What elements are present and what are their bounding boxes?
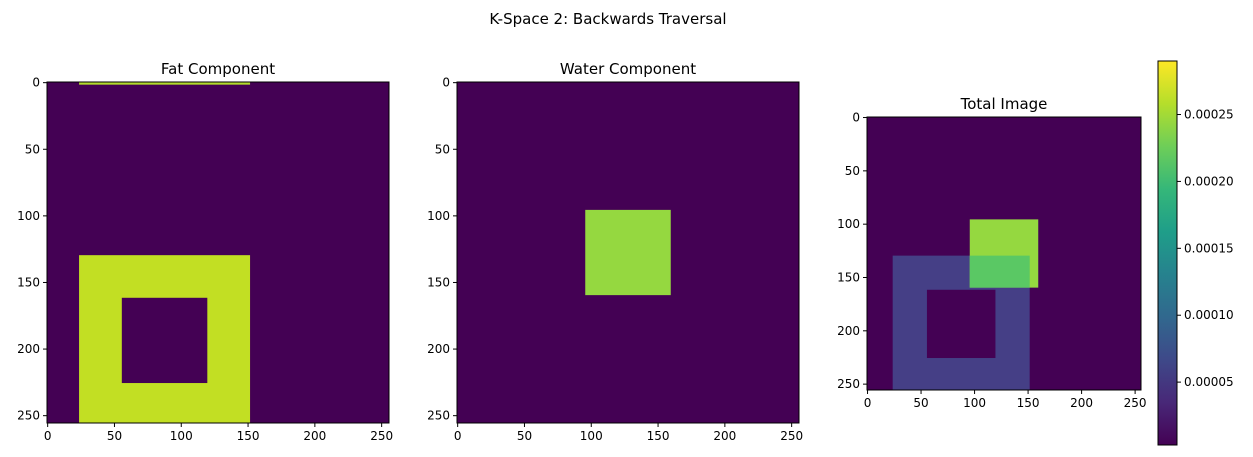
water-ytick-label: 150 (427, 275, 450, 289)
fat-xtick-label: 150 (237, 429, 260, 443)
colorbar-tick-label: 0.00010 (1184, 308, 1234, 322)
water-ytick-label: 100 (427, 209, 450, 223)
fat-ytick-label: 100 (17, 209, 40, 223)
fat-xtick-label: 200 (303, 429, 326, 443)
colorbar-ticks: 0.00005 0.00010 0.00015 0.00020 0.00025 (1177, 108, 1234, 389)
colorbar-gradient (1157, 60, 1178, 446)
fat-heatmap-region-0 (79, 82, 251, 85)
total-heatmap-region-1 (926, 289, 996, 359)
total-ytick-label: 200 (837, 324, 860, 338)
total-xtick-label: 0 (864, 396, 872, 410)
total-xtick-label: 150 (1017, 396, 1040, 410)
water-ytick-label: 200 (427, 342, 450, 356)
figure-title: K-Space 2: Backwards Traversal (489, 10, 726, 28)
water-ytick-label: 50 (435, 142, 450, 156)
colorbar: 0.00005 0.00010 0.00015 0.00020 0.00025 (1157, 60, 1234, 446)
colorbar-tick-label: 0.00015 (1184, 241, 1234, 255)
colorbar-tick-label: 0.00025 (1184, 108, 1234, 122)
total-ytick-label: 0 (852, 111, 860, 125)
fat-heatmap-region-2 (121, 297, 208, 384)
fat-xtick-label: 0 (44, 429, 52, 443)
water-title: Water Component (560, 60, 696, 78)
fat-xtick-label: 50 (107, 429, 122, 443)
fat-ytick-label: 50 (25, 142, 40, 156)
water-heatmap-region-0 (585, 209, 671, 296)
total-xtick-label: 50 (913, 396, 928, 410)
total-ytick-label: 150 (837, 270, 860, 284)
total-heatmap-region-3 (969, 255, 1030, 288)
water-xtick-label: 0 (454, 429, 462, 443)
water-axes-frame (456, 81, 800, 424)
water-ytick-label: 0 (442, 76, 450, 90)
water-xtick-label: 200 (713, 429, 736, 443)
total-image-panel: Total Image 0 50 100 150 200 250 0 50 100 150 200 25… (837, 95, 1146, 410)
total-ytick-label: 50 (845, 164, 860, 178)
water-xtick-label: 250 (780, 429, 803, 443)
water-component-panel: Water Component 0 50 100 150 200 250 0 50 100 150 2… (427, 60, 803, 443)
water-xtick-label: 100 (580, 429, 603, 443)
colorbar-tick-label: 0.00005 (1184, 375, 1234, 389)
fat-axes-frame (46, 81, 390, 424)
fat-xtick-label: 100 (170, 429, 193, 443)
water-xtick-label: 50 (517, 429, 532, 443)
fat-ytick-label: 150 (17, 275, 40, 289)
fat-ytick-label: 0 (32, 76, 40, 90)
fat-ytick-label: 250 (17, 409, 40, 423)
total-axes-frame (866, 116, 1142, 391)
colorbar-tick-label: 0.00020 (1184, 174, 1234, 188)
fat-title: Fat Component (161, 60, 275, 78)
water-xtick-label: 150 (647, 429, 670, 443)
total-xtick-label: 200 (1070, 396, 1093, 410)
total-ytick-label: 100 (837, 217, 860, 231)
total-title: Total Image (960, 95, 1048, 113)
fat-component-panel: Fat Component 0 50 100 150 200 250 0 50 100 150 200… (17, 60, 393, 443)
total-ytick-label: 250 (837, 377, 860, 391)
total-xtick-label: 250 (1124, 396, 1147, 410)
fat-xtick-label: 250 (370, 429, 393, 443)
fat-ytick-label: 200 (17, 342, 40, 356)
total-xtick-label: 100 (963, 396, 986, 410)
water-ytick-label: 250 (427, 409, 450, 423)
